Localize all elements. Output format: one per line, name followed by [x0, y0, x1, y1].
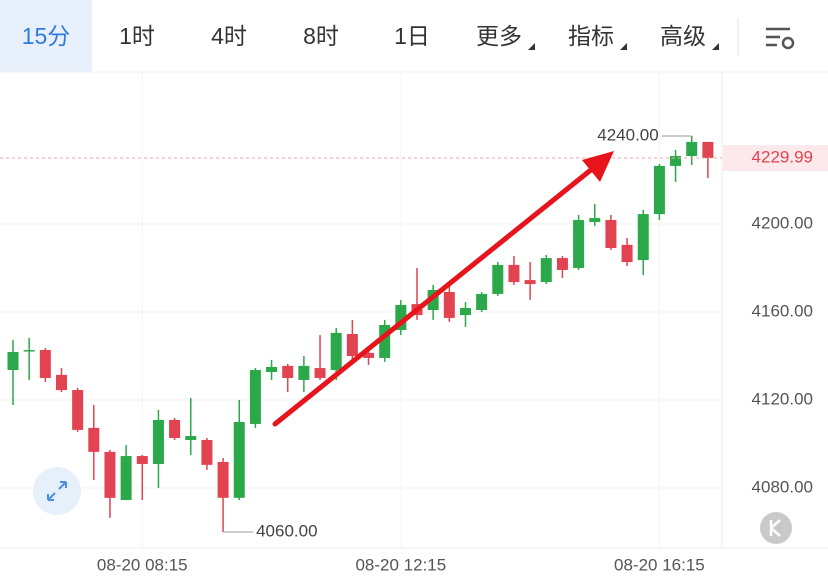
- candle-body: [314, 368, 326, 378]
- tab[interactable]: 1日: [394, 23, 430, 49]
- candle-body: [72, 390, 84, 430]
- candle-body: [573, 220, 585, 268]
- candle-body: [524, 280, 536, 285]
- active-tab-bg: [0, 0, 92, 72]
- x-tick-label: 08-20 08:15: [97, 555, 188, 574]
- tab[interactable]: 15分: [22, 23, 71, 49]
- candle-body: [589, 218, 601, 223]
- candle-body: [670, 156, 682, 166]
- x-tick-label: 08-20 12:15: [355, 555, 446, 574]
- candle-body: [702, 141, 714, 159]
- candle-body: [249, 370, 261, 424]
- candle-body: [330, 332, 342, 371]
- candle-body: [104, 451, 116, 498]
- tab[interactable]: 更多: [476, 23, 522, 49]
- candle-body: [637, 214, 649, 261]
- y-tick-label: 4200.00: [752, 213, 813, 232]
- candle-body: [136, 456, 148, 464]
- candle-body: [605, 220, 617, 248]
- trend-arrow: [272, 151, 614, 427]
- candle-body: [476, 293, 488, 310]
- candle-body: [363, 352, 375, 358]
- candle-body: [379, 324, 391, 358]
- candle-body: [266, 366, 278, 373]
- candle-body: [201, 439, 213, 465]
- y-tick-label: 4080.00: [752, 477, 813, 496]
- settings-icon[interactable]: [766, 27, 795, 50]
- candle-body: [233, 421, 245, 498]
- candle-body: [7, 352, 19, 371]
- candle-body: [23, 350, 35, 352]
- candle-body: [686, 141, 698, 157]
- tab[interactable]: 高级: [660, 23, 706, 49]
- k-icon: [769, 519, 781, 537]
- expand-button[interactable]: [33, 467, 81, 515]
- x-tick-label: 08-20 16:15: [614, 555, 705, 574]
- k-button[interactable]: [760, 512, 792, 544]
- candle-body: [492, 264, 504, 294]
- candle-body: [217, 461, 229, 498]
- candle-body: [653, 165, 665, 215]
- candle-body: [540, 258, 552, 283]
- candle-body: [39, 350, 51, 378]
- last-price-label: 4229.99: [752, 148, 813, 167]
- candle-body: [185, 436, 197, 440]
- candle-body: [508, 264, 520, 283]
- candle-body: [55, 374, 67, 391]
- candle-body: [395, 304, 407, 331]
- candle-body: [120, 456, 132, 501]
- candle-body: [459, 308, 471, 316]
- tab[interactable]: 1时: [119, 23, 155, 49]
- candle-body: [621, 244, 633, 263]
- candle-body: [427, 289, 439, 310]
- candle-body: [88, 427, 100, 452]
- candle-body: [282, 365, 294, 378]
- last-price-bg: [723, 145, 828, 172]
- plot: 4080.00 4120.00 4160.00 4200.00 08-20 08:15 0…: [0, 72, 828, 574]
- candle-body: [169, 419, 181, 439]
- tab[interactable]: 4时: [211, 23, 247, 49]
- expand-icon: [47, 481, 67, 501]
- candle-body: [346, 333, 358, 356]
- y-tick-label: 4120.00: [752, 389, 813, 408]
- candle-body: [443, 291, 455, 318]
- min-label: 4060.00: [256, 521, 317, 540]
- candle-body: [298, 365, 310, 380]
- candle-body: [556, 258, 568, 270]
- dropdown-triangles: [528, 43, 719, 50]
- max-label: 4240.00: [597, 125, 658, 144]
- tab[interactable]: 指标: [568, 23, 614, 49]
- candle-body: [152, 419, 164, 464]
- y-tick-label: 4160.00: [752, 301, 813, 320]
- tab[interactable]: 8时: [303, 23, 339, 49]
